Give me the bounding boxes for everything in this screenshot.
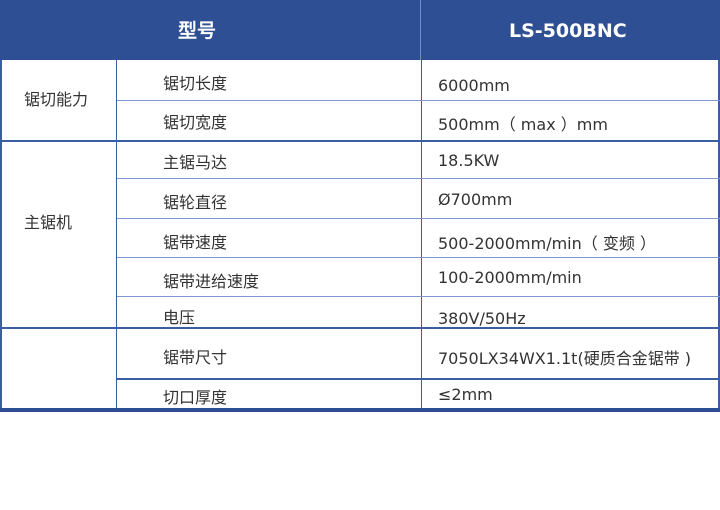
row-value: 100-2000mm/min xyxy=(438,268,582,287)
row-name: 锯带尺寸 xyxy=(163,348,228,367)
table-header: 型号 LS-500BNC xyxy=(0,0,720,60)
header-label: 型号 xyxy=(178,20,217,42)
row-value: 18.5KW xyxy=(438,151,500,170)
row-value: Ø700mm xyxy=(438,190,513,209)
row-value: 380V/50Hz xyxy=(438,309,526,328)
row-value: 6000mm xyxy=(438,76,510,95)
row-name: 切口厚度 xyxy=(163,388,228,407)
row-value: 500-2000mm/min（ 变频 ） xyxy=(438,234,656,253)
row-value: 500mm（ max ）mm xyxy=(438,115,608,134)
row-name: 锯切长度 xyxy=(163,74,228,93)
row-name: 锯轮直径 xyxy=(163,193,228,212)
header-model: LS-500BNC xyxy=(509,20,627,42)
group-label: 锯切能力 xyxy=(24,90,89,109)
row-name: 锯带速度 xyxy=(163,233,228,252)
row-name: 电压 xyxy=(163,308,196,327)
row-name: 锯切宽度 xyxy=(163,113,228,132)
row-name: 锯带进给速度 xyxy=(163,272,260,291)
row-name: 主锯马达 xyxy=(163,153,228,172)
row-value: ≤2mm xyxy=(438,385,493,404)
group-label: 主锯机 xyxy=(24,213,73,232)
row-value: 7050LX34WX1.1t(硬质合金锯带 ) xyxy=(438,349,692,368)
